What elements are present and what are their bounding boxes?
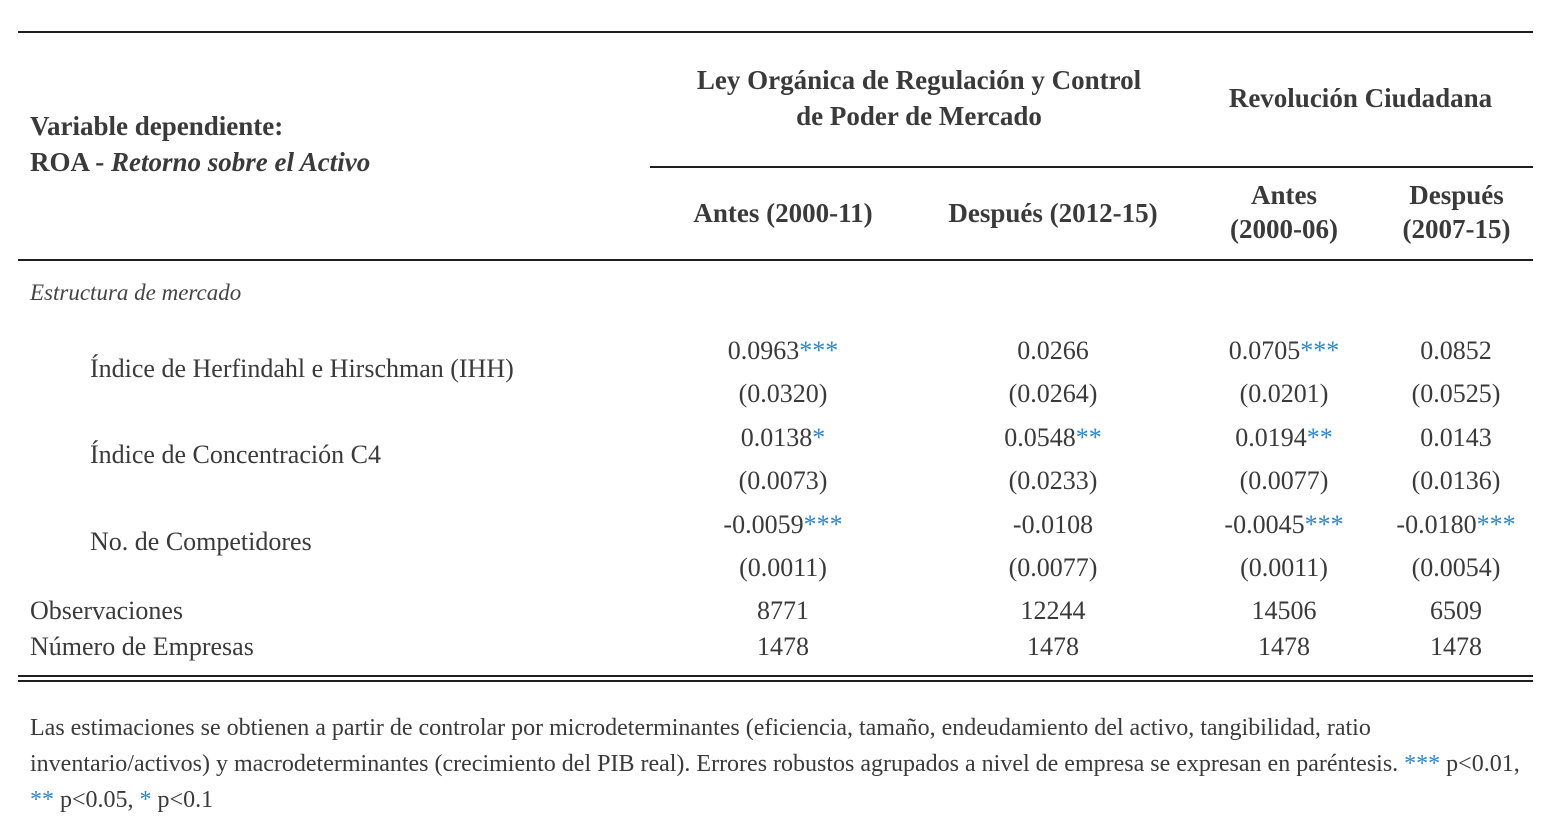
significance-stars: ** xyxy=(1306,423,1333,452)
footnote-p2: p<0.05, xyxy=(54,787,140,813)
observations-col2: 12244 xyxy=(1020,596,1086,625)
coef-ihh-col1: 0.0963*** xyxy=(727,336,839,365)
se-c4-col4: (0.0136) xyxy=(1411,466,1501,495)
coef-ihh-col3: 0.0705*** xyxy=(1228,336,1340,365)
coef-ihh-col2: 0.0266 xyxy=(1017,336,1089,365)
footnote-p1: p<0.1 xyxy=(151,787,214,813)
se-ihh-col3: (0.0201) xyxy=(1239,379,1329,408)
observations-col1: 8771 xyxy=(757,596,809,625)
observations-col3: 14506 xyxy=(1251,596,1317,625)
se-ihh-col4: (0.0525) xyxy=(1411,379,1501,408)
coef-c4-col1: 0.0138* xyxy=(740,423,826,452)
roa-label: ROA - xyxy=(30,147,111,177)
subheader-despues-2012-15: Después (2012-15) xyxy=(918,196,1188,230)
significance-stars: *** xyxy=(803,510,843,539)
coef-ihh-col4: 0.0852 xyxy=(1420,336,1492,365)
subheader-line1: Después (2012-15) xyxy=(948,198,1158,228)
significance-stars: *** xyxy=(1300,336,1340,365)
se-ihh-col2: (0.0264) xyxy=(1008,379,1098,408)
coef-c4-col2: 0.0548** xyxy=(1004,423,1102,452)
footnote-stars-1: * xyxy=(139,787,152,813)
coef-competidores-col2: -0.0108 xyxy=(1012,510,1094,539)
row-label-observaciones: Observaciones xyxy=(30,596,184,625)
footnote-text: Las estimaciones se obtienen a partir de… xyxy=(30,715,1405,777)
firms-col4: 1478 xyxy=(1430,632,1482,661)
se-competidores-col3: (0.0011) xyxy=(1240,553,1328,582)
footnote-stars-2: ** xyxy=(30,787,54,813)
significance-stars: *** xyxy=(799,336,839,365)
roa-description: Retorno sobre el Activo xyxy=(111,147,371,177)
subheader-line1: Antes (2000-11) xyxy=(693,198,873,228)
row-label-c4: Índice de Concentración C4 xyxy=(90,440,381,469)
firms-col1: 1478 xyxy=(757,632,809,661)
significance-stars: *** xyxy=(1304,510,1344,539)
significance-stars: *** xyxy=(1476,510,1516,539)
se-competidores-col2: (0.0077) xyxy=(1008,553,1098,582)
se-competidores-col4: (0.0054) xyxy=(1411,553,1501,582)
coef-c4-col3: 0.0194** xyxy=(1235,423,1333,452)
subheader-despues-2007-15: Después (2007-15) xyxy=(1380,178,1533,246)
subheader-line2: (2007-15) xyxy=(1402,214,1511,244)
group-header-ley-line1: Ley Orgánica de Regulación y Control xyxy=(696,65,1142,95)
coef-competidores-col3: -0.0045*** xyxy=(1224,510,1344,539)
se-c4-col3: (0.0077) xyxy=(1239,466,1329,495)
se-c4-col1: (0.0073) xyxy=(738,466,828,495)
section-label-estructura: Estructura de mercado xyxy=(30,280,242,305)
header-bottom-rule xyxy=(18,259,1533,261)
se-ihh-col1: (0.0320) xyxy=(738,379,828,408)
bottom-rule-1 xyxy=(18,675,1533,677)
coef-c4-col4: 0.0143 xyxy=(1420,423,1492,452)
row-label-numero-empresas: Número de Empresas xyxy=(30,632,254,661)
subheader-antes-2000-06: Antes (2000-06) xyxy=(1188,178,1380,246)
dependent-variable-title: Variable dependiente: xyxy=(30,111,284,141)
group-header-ley-organica: Ley Orgánica de Regulación y Control de … xyxy=(650,62,1188,134)
firms-col3: 1478 xyxy=(1258,632,1310,661)
se-competidores-col1: (0.0011) xyxy=(739,553,827,582)
dependent-variable-roa: ROA - Retorno sobre el Activo xyxy=(30,147,370,178)
group-header-revolucion-ciudadana: Revolución Ciudadana xyxy=(1228,83,1493,113)
coef-competidores-col1: -0.0059*** xyxy=(723,510,843,539)
subheader-line2: (2000-06) xyxy=(1230,214,1338,244)
row-label-ihh: Índice de Herfindahl e Hirschman (IHH) xyxy=(90,354,514,383)
coef-competidores-col4: -0.0180*** xyxy=(1396,510,1516,539)
significance-stars: ** xyxy=(1075,423,1102,452)
row-label-competidores: No. de Competidores xyxy=(90,527,312,556)
firms-col2: 1478 xyxy=(1027,632,1079,661)
bottom-rule-2 xyxy=(18,680,1533,682)
se-c4-col2: (0.0233) xyxy=(1008,466,1098,495)
subheader-antes-2000-11: Antes (2000-11) xyxy=(650,196,916,230)
footnote-p3: p<0.01, xyxy=(1440,751,1520,777)
footnote-stars-3: *** xyxy=(1404,751,1441,777)
observations-col4: 6509 xyxy=(1430,596,1482,625)
subheader-line1: Después xyxy=(1409,180,1504,210)
subheader-line1: Antes xyxy=(1251,180,1317,210)
group-rule xyxy=(650,166,1533,168)
group-header-ley-line2: de Poder de Mercado xyxy=(796,101,1042,131)
significance-stars: * xyxy=(812,423,826,452)
top-rule xyxy=(18,31,1533,33)
table-footnote: Las estimaciones se obtienen a partir de… xyxy=(30,710,1540,818)
